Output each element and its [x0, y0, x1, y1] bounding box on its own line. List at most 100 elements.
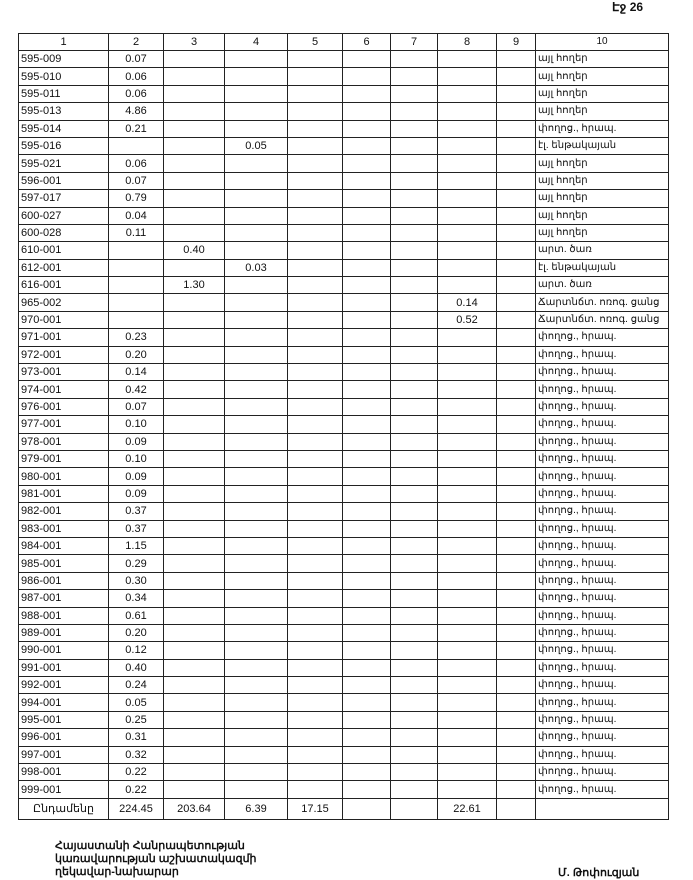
table-row-cell-col7: [390, 658, 438, 678]
table-row: 976-001 0.07 փողոց., հրապ.: [18, 397, 669, 417]
table-row-cell-col8: [437, 745, 497, 765]
table-row-cell-col6: [342, 154, 391, 173]
table-row-cell-col8: [437, 363, 497, 382]
total-row-cell-col8: 22.61: [437, 797, 497, 820]
table-row-cell-col7: [390, 136, 438, 156]
table-row-cell-col7: [390, 84, 438, 104]
table-row-cell-col6: [342, 363, 391, 382]
table-row-cell-col8: [437, 571, 497, 591]
table-row-cell-col6: [342, 223, 391, 243]
table-row-cell-col9: [496, 589, 536, 608]
table-row-cell-col5: [287, 206, 343, 225]
table-row-cell-col8: [437, 658, 497, 678]
table-row: 973-001 0.14 փողոց., հրապ.: [18, 363, 669, 382]
table-row-cell-col3: [163, 189, 225, 208]
table-row-cell-col9: [496, 484, 536, 504]
total-row-cell-col6: [342, 797, 391, 820]
table-row-cell-col2: 0.06: [108, 84, 164, 104]
table-row-cell-col5: [287, 84, 343, 104]
table-row-cell-col8: [437, 223, 497, 243]
table-row-cell-col1: 991-001: [18, 658, 109, 678]
table-row-cell-col1: 981-001: [18, 484, 109, 504]
table-row-cell-col4: [224, 49, 288, 69]
table-row-cell-col2: 0.04: [108, 206, 164, 225]
table-row-cell-col1: 974-001: [18, 380, 109, 399]
table-row-cell-col7: [390, 223, 438, 243]
table-row: 981-001 0.09 փողոց., հրապ.: [18, 484, 669, 504]
table-row-cell-col7: [390, 102, 438, 121]
table-row-cell-col7: [390, 345, 438, 365]
table-row: 595-010 0.06 այլ հողեր: [18, 67, 669, 86]
table-row-cell-col6: [342, 206, 391, 225]
table-row: 987-001 0.34 փողոց., հրապ.: [18, 589, 669, 608]
table-row-cell-col5: [287, 623, 343, 643]
header-row: 1 2 3 4 5 6 7 8 9 10: [18, 33, 669, 51]
table-row-cell-col7: [390, 763, 438, 782]
table-row-cell-col2: [108, 258, 164, 278]
table-row-cell-col9: [496, 415, 536, 434]
table-row-cell-col1: 971-001: [18, 328, 109, 347]
table-row-cell-col8: [437, 484, 497, 504]
table-row-cell-col6: [342, 397, 391, 417]
table-row-cell-col1: 610-001: [18, 241, 109, 260]
table-row-cell-col6: [342, 745, 391, 765]
table-row-cell-col2: [108, 310, 164, 330]
table-row-cell-col5: [287, 763, 343, 782]
table-row-cell-col10: փողոց., հրապ.: [535, 728, 669, 747]
table-row-cell-col6: [342, 189, 391, 208]
table-row-cell-col7: [390, 623, 438, 643]
table-row-cell-col2: 0.05: [108, 693, 164, 712]
table-row-cell-col6: [342, 276, 391, 295]
table-row-cell-col2: 0.61: [108, 606, 164, 625]
table-row-cell-col5: [287, 780, 343, 799]
table-row-cell-col10: այլ հողեր: [535, 102, 669, 121]
table-row-cell-col7: [390, 293, 438, 312]
table-row-cell-col4: [224, 571, 288, 591]
table-row-cell-col3: [163, 397, 225, 417]
table-row: 979-001 0.10 փողոց., հրապ.: [18, 449, 669, 469]
footer-line-3: ղեկավար-նախարար: [55, 866, 179, 878]
table-row-cell-col5: [287, 641, 343, 660]
table-row-cell-col2: 0.25: [108, 710, 164, 730]
table-row-cell-col9: [496, 171, 536, 191]
table-row: 999-001 0.22 փողոց., հրապ.: [18, 780, 669, 799]
table-row-cell-col3: [163, 380, 225, 399]
table-row-cell-col8: [437, 763, 497, 782]
table-row-cell-col3: [163, 658, 225, 678]
total-row-cell-col7: [390, 797, 438, 820]
table-row-cell-col5: [287, 693, 343, 712]
table-row-cell-col6: [342, 780, 391, 799]
table-row-cell-col8: [437, 415, 497, 434]
table-row-cell-col5: [287, 189, 343, 208]
table-row-cell-col1: 595-010: [18, 67, 109, 86]
header-row-cell-col5: 5: [287, 33, 343, 51]
table-row-cell-col7: [390, 519, 438, 538]
table-row-cell-col4: [224, 328, 288, 347]
table-row: 989-001 0.20 փողոց., հրապ.: [18, 623, 669, 643]
table-row-cell-col8: [437, 449, 497, 469]
table-row-cell-col10: փողոց., հրապ.: [535, 449, 669, 469]
table-row-cell-col4: [224, 432, 288, 451]
table-row-cell-col8: [437, 119, 497, 138]
table-row-cell-col3: [163, 363, 225, 382]
table-row-cell-col1: 595-009: [18, 49, 109, 69]
table-row-cell-col4: [224, 554, 288, 573]
table-row-cell-col10: փողոց., հրապ.: [535, 502, 669, 521]
table-row-cell-col7: [390, 432, 438, 451]
table-row-cell-col10: փողոց., հրապ.: [535, 467, 669, 486]
table-row-cell-col4: [224, 171, 288, 191]
table-row-cell-col2: [108, 136, 164, 156]
table-row-cell-col9: [496, 363, 536, 382]
table-row-cell-col10: արտ. ծառ: [535, 241, 669, 260]
table-row-cell-col7: [390, 467, 438, 486]
table-row-cell-col5: [287, 571, 343, 591]
table-row-cell-col10: էլ. ենթակայան: [535, 258, 669, 278]
header-row-cell-col2: 2: [108, 33, 164, 51]
table-row-cell-col9: [496, 745, 536, 765]
table-row-cell-col7: [390, 676, 438, 695]
table-row-cell-col2: 0.06: [108, 154, 164, 173]
table-row-cell-col10: փողոց., հրապ.: [535, 519, 669, 538]
table-row-cell-col4: [224, 189, 288, 208]
table-row-cell-col9: [496, 276, 536, 295]
table-row-cell-col6: [342, 519, 391, 538]
